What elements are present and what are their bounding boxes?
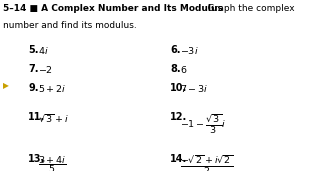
Text: $-1 - \dfrac{\sqrt{3}}{3}i$: $-1 - \dfrac{\sqrt{3}}{3}i$ xyxy=(180,112,226,136)
Text: $-2$: $-2$ xyxy=(38,64,53,75)
Text: 5–14 ■ A Complex Number and Its Modulus: 5–14 ■ A Complex Number and Its Modulus xyxy=(3,4,223,13)
Text: Graph the complex: Graph the complex xyxy=(199,4,294,13)
Text: $\dfrac{3 + 4i}{5}$: $\dfrac{3 + 4i}{5}$ xyxy=(38,154,66,171)
Text: $4i$: $4i$ xyxy=(38,45,49,56)
Text: 10.: 10. xyxy=(170,83,187,93)
Text: ▶: ▶ xyxy=(3,81,9,90)
Text: $6$: $6$ xyxy=(180,64,187,75)
Text: number and find its modulus.: number and find its modulus. xyxy=(3,21,137,30)
Text: 5.: 5. xyxy=(28,45,39,55)
Text: 13.: 13. xyxy=(28,154,45,164)
Text: $7 - 3i$: $7 - 3i$ xyxy=(180,83,208,94)
Text: $\sqrt{3} + i$: $\sqrt{3} + i$ xyxy=(38,112,69,124)
Text: $-3i$: $-3i$ xyxy=(180,45,198,56)
Text: $\dfrac{-\sqrt{2} + i\sqrt{2}}{2}$: $\dfrac{-\sqrt{2} + i\sqrt{2}}{2}$ xyxy=(180,154,233,171)
Text: 11.: 11. xyxy=(28,112,45,122)
Text: 8.: 8. xyxy=(170,64,181,74)
Text: 9.: 9. xyxy=(28,83,39,93)
Text: 12.: 12. xyxy=(170,112,187,122)
Text: $5 + 2i$: $5 + 2i$ xyxy=(38,83,66,94)
Text: 6.: 6. xyxy=(170,45,181,55)
Text: 14.: 14. xyxy=(170,154,187,164)
Text: 7.: 7. xyxy=(28,64,39,74)
